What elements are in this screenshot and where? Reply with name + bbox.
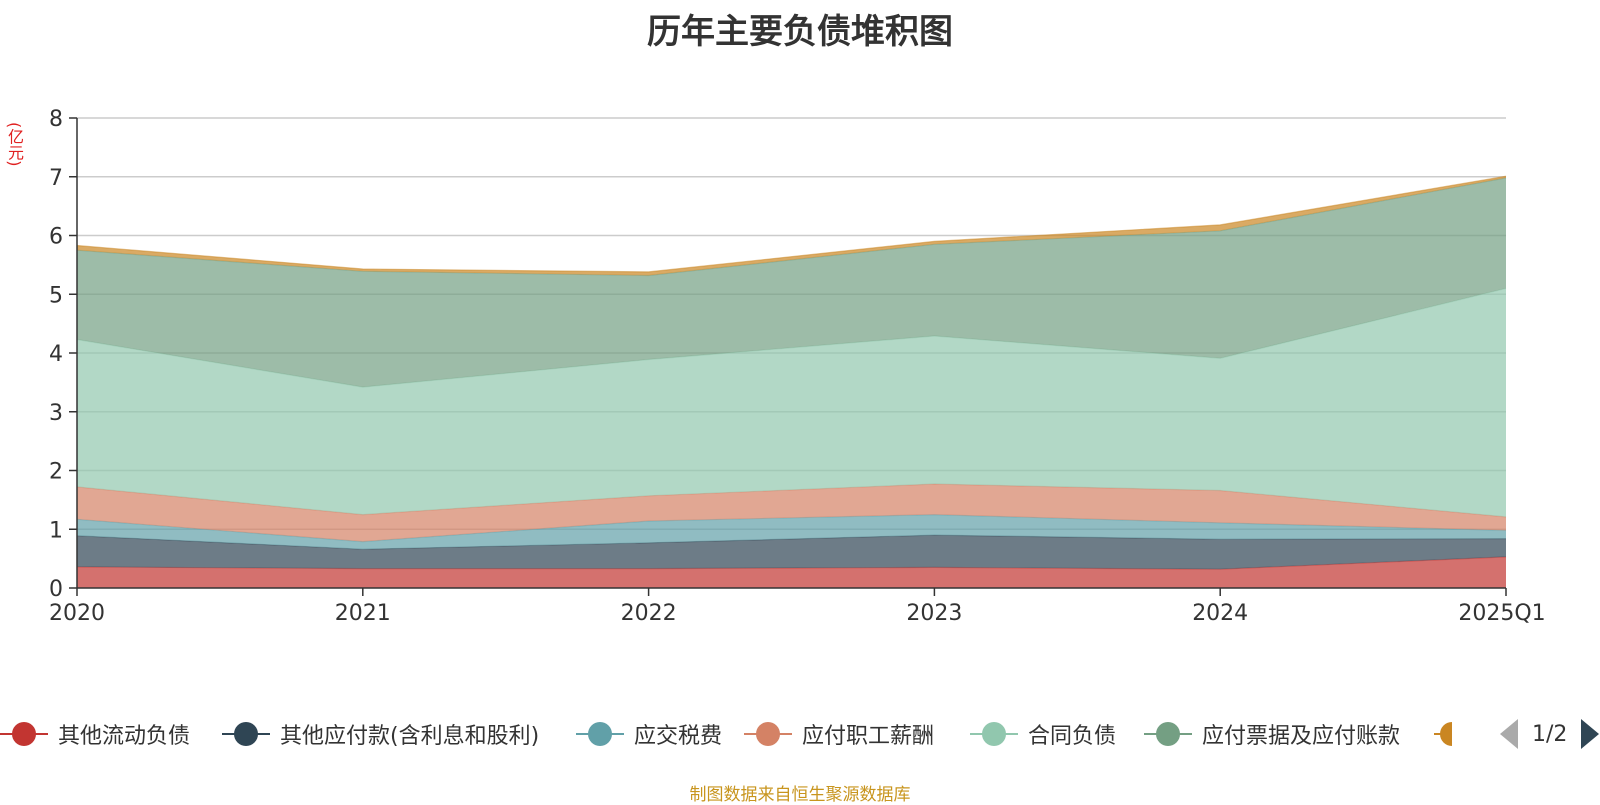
area-series-edge-6	[76, 175, 1507, 273]
area-series-2	[77, 514, 1506, 550]
legend-item-4[interactable]: 合同负债	[970, 714, 1116, 754]
y-tick-label: 8	[49, 107, 63, 132]
x-tick-label: 2023	[906, 601, 962, 626]
area-series-3	[77, 484, 1506, 542]
legend-label: 其他流动负债	[58, 724, 191, 749]
area-series-0	[77, 556, 1506, 588]
legend-item-3[interactable]: 应付职工薪酬	[744, 714, 934, 754]
x-tick-label: 2020	[49, 601, 105, 626]
legend-marker-icon	[1144, 722, 1192, 746]
legend-label: 合同负债	[1028, 724, 1117, 749]
legend-pager: 1/2	[1500, 714, 1600, 754]
pager-text: 1/2	[1532, 721, 1568, 747]
x-tick-label: 2024	[1192, 601, 1248, 626]
area-series-5	[77, 177, 1506, 388]
pager-prev-icon[interactable]	[1500, 719, 1518, 749]
x-tick-label: 2022	[621, 601, 677, 626]
axes: 0 1 2 3 4 5 6 7 8 2020 2021 2022 2023 2024 2025Q1	[49, 107, 1546, 626]
area-series-4	[77, 288, 1506, 517]
y-tick-label: 5	[49, 283, 63, 308]
legend-item-2[interactable]: 应交税费	[576, 714, 722, 754]
legend-label: 应付票据及应付账款	[1202, 724, 1401, 749]
area-series-1	[77, 535, 1506, 570]
legend-marker-icon	[744, 722, 792, 746]
legend-marker-icon	[0, 722, 48, 746]
y-tick-label: 2	[49, 460, 63, 485]
legend-marker-icon	[222, 722, 270, 746]
y-tick-label: 1	[49, 518, 63, 543]
legend-item-0[interactable]: 其他流动负债	[0, 714, 190, 754]
y-tick-label: 7	[49, 166, 63, 191]
pager-next-icon[interactable]	[1581, 719, 1600, 749]
legend-item-5[interactable]: 应付票据及应付账款	[1144, 714, 1400, 754]
legend-label: 其他应付款(含利息和股利)	[280, 724, 540, 749]
y-tick-label: 4	[49, 342, 63, 367]
legend-item-1[interactable]: 其他应付款(含利息和股利)	[222, 714, 539, 754]
legend-label: 应付职工薪酬	[802, 724, 935, 749]
legend: 其他流动负债 其他应付款(含利息和股利) 应交税费 应付职工薪酬 合同负债 应付票据及应付…	[0, 714, 1600, 754]
y-unit-label: (亿元)	[5, 122, 24, 167]
chart-title: 历年主要负债堆积图	[647, 12, 953, 52]
x-tick-label: 2025Q1	[1458, 601, 1545, 626]
legend-label: 应交税费	[634, 724, 723, 749]
x-tick-label: 2021	[335, 601, 391, 626]
y-tick-label: 3	[49, 401, 63, 426]
y-tick-label: 0	[49, 577, 63, 602]
y-tick-label: 6	[49, 225, 63, 250]
legend-marker-icon	[970, 722, 1018, 746]
area-series-group	[76, 175, 1507, 588]
area-series-6	[77, 176, 1506, 276]
legend-item-6-partial[interactable]	[1434, 722, 1452, 746]
source-note: 制图数据来自恒生聚源数据库	[689, 785, 911, 805]
legend-marker-icon	[576, 722, 624, 746]
